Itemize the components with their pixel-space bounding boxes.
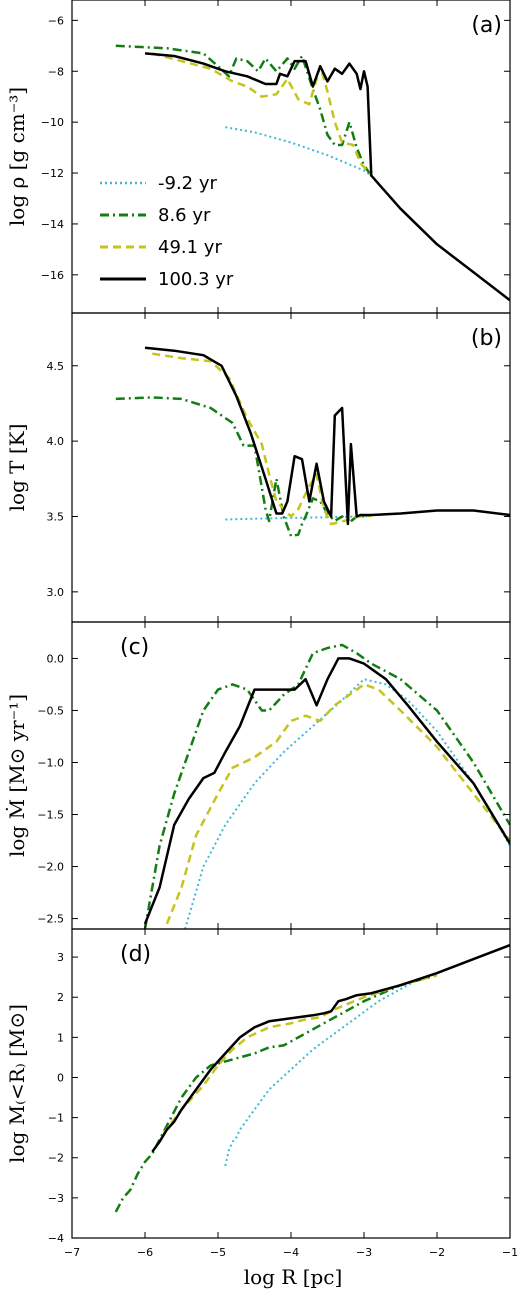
y-tick-label-c: −2.0 (37, 861, 64, 874)
x-tick-label: −7 (64, 1246, 80, 1259)
series-line-a-49p1yr (151, 52, 373, 177)
y-tick-label-d: 0 (57, 1071, 64, 1084)
x-axis-label: log R [pc] (244, 1265, 343, 1289)
x-axis: −7 −6 −5 −4 −3 −2 −1 (64, 1246, 518, 1259)
y-tick-label-c: −1.5 (37, 809, 64, 822)
legend-label: 100.3 yr (158, 269, 234, 290)
y-tick-label-d: −3 (48, 1192, 64, 1205)
series-line-c--9p2yr (184, 678, 510, 929)
x-tick-label: −5 (210, 1246, 226, 1259)
y-tick-label-d: 3 (57, 951, 64, 964)
y-tick-label-a: −14 (41, 218, 64, 231)
panel-b: 3.0 3.5 4.0 4.5 log T [K] (b) (5, 312, 511, 623)
series-line-b-49p1yr (152, 352, 372, 526)
y-tick-label-d: 2 (57, 991, 64, 1004)
panel-a: −16 −14 −12 −10 −8 −6 log ρ [g cm⁻³] (a) (5, 0, 511, 314)
y-tick-label-c: −1.0 (37, 756, 64, 769)
series-line-d-49p1yr (162, 973, 438, 1135)
y-tick-label-b: 4.5 (47, 360, 65, 373)
panel-d-lines (114, 943, 510, 1213)
series-line-d-8p6yr (114, 973, 438, 1213)
y-axis-label-a: log ρ [g cm⁻³] (5, 87, 29, 226)
panel-b-lines (115, 346, 510, 538)
panel-d-frame (71, 928, 511, 1239)
y-tick-label-c: −0.5 (37, 704, 64, 717)
y-tick-label-a: −12 (41, 167, 64, 180)
y-axis-label-c: log Ṁ [M⊙ yr⁻¹] (5, 694, 29, 857)
series-line-c-100p3yr (143, 657, 510, 925)
panel-tag-c: (c) (120, 635, 149, 660)
y-tick-label-d: −1 (48, 1112, 64, 1125)
legend: -9.2 yr 8.6 yr 49.1 yr 100.3 yr (100, 173, 234, 290)
x-tick-label: −2 (429, 1246, 445, 1259)
panel-c: −2.5 −2.0 −1.5 −1.0 −0.5 0.0 log Ṁ [M⊙ yr⁻¹] (c… (5, 621, 511, 930)
series-line-d-100p3yr (151, 943, 510, 1153)
y-tick-label-a: −10 (41, 116, 64, 129)
series-line-b-8p6yr (115, 396, 372, 538)
series-line-b-100p3yr (144, 346, 510, 526)
series-line-c-8p6yr (143, 643, 510, 929)
x-tick-label: −1 (502, 1246, 518, 1259)
y-tick-label-a: −6 (48, 14, 64, 27)
y-tick-label-a: −16 (41, 269, 64, 282)
y-tick-label-d: −4 (48, 1232, 64, 1245)
y-tick-label-b: 3.0 (47, 586, 65, 599)
panel-b-frame (71, 312, 511, 623)
y-tick-label-c: 0.0 (47, 652, 65, 665)
x-tick-label: −3 (356, 1246, 372, 1259)
y-tick-label-d: 1 (57, 1031, 64, 1044)
y-tick-label-b: 3.5 (47, 510, 65, 523)
x-tick-label: −6 (137, 1246, 153, 1259)
y-tick-label-a: −8 (48, 65, 64, 78)
panel-tag-b: (b) (471, 326, 502, 351)
panel-d: −4 −3 −2 −1 0 1 2 3 log M₍<R₎ [M⊙] (d) (5, 928, 511, 1245)
y-tick-label-b: 4.0 (47, 435, 65, 448)
panel-a-lines (115, 44, 510, 302)
legend-label: 8.6 yr (158, 205, 211, 226)
x-tick-label: −4 (283, 1246, 299, 1259)
y-tick-label-d: −2 (48, 1152, 64, 1165)
panel-c-frame (71, 621, 511, 930)
series-line-d--9p2yr (224, 976, 423, 1167)
panel-c-lines (143, 643, 510, 929)
legend-label: -9.2 yr (158, 173, 217, 194)
panel-tag-a: (a) (471, 13, 502, 38)
legend-label: 49.1 yr (158, 237, 222, 258)
y-axis-label-b: log T [K] (5, 424, 29, 512)
panel-tag-d: (d) (120, 942, 151, 967)
y-axis-label-d: log M₍<R₎ [M⊙] (5, 1004, 29, 1163)
series-line-c-49p1yr (165, 683, 510, 925)
y-tick-label-c: −2.5 (37, 913, 64, 926)
series-line-a-100p3yr (144, 52, 510, 302)
series-line-a--9p2yr (225, 126, 372, 177)
